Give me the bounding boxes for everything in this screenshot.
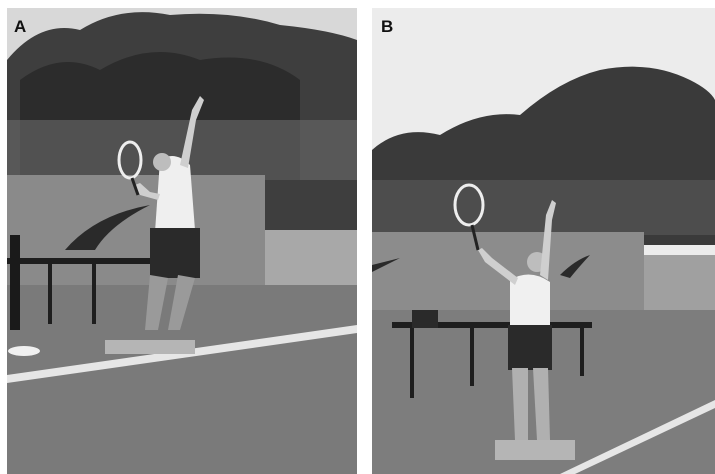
photo-b: [372, 8, 715, 474]
figure: A B: [0, 0, 715, 474]
panel-label: B: [381, 17, 393, 36]
photo-a: [7, 8, 357, 474]
page: A B (() => { const data = JSON.parse(doc…: [0, 0, 715, 474]
panel-label: A: [14, 17, 26, 36]
